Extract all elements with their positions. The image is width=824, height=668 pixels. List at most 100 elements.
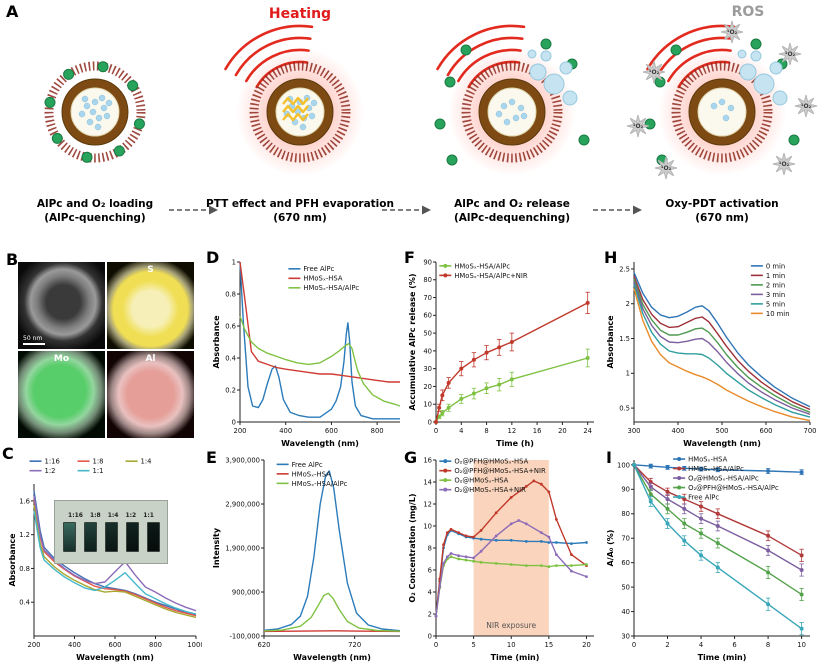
series-line	[33, 490, 197, 616]
legend-marker	[443, 273, 448, 278]
panel-label-a: A	[6, 2, 19, 21]
chart-i: 0 2 4 6 8 10 30 40 50 60 70 80 90 100 Time (min) A/A₀ (…	[604, 452, 820, 664]
data-marker	[570, 553, 573, 556]
data-marker	[446, 380, 451, 385]
legend-label: 1:16	[45, 458, 60, 466]
o2-bubble	[559, 61, 573, 75]
polymer-corona	[44, 61, 146, 163]
legend-label: O₂@HMoSₓ-HSA	[454, 477, 508, 485]
y-tick-label: 60	[621, 559, 630, 567]
region-label: NIR exposure	[486, 621, 536, 630]
y-tick-label: 2,900,000	[225, 500, 260, 508]
alpc-molecule	[113, 145, 125, 157]
data-marker	[648, 464, 653, 469]
data-marker	[449, 552, 453, 555]
alpc-molecule-released	[434, 118, 446, 130]
data-marker	[539, 564, 543, 567]
eds-map-molybdenum: Mo	[18, 351, 105, 438]
data-marker	[585, 563, 588, 566]
heat-wave-arc	[646, 24, 736, 71]
x-axis-label: Time (min)	[698, 653, 747, 662]
cuvette-label: 1:2	[125, 512, 137, 519]
data-marker	[554, 564, 558, 567]
data-marker	[715, 511, 720, 516]
o2-bubble	[562, 90, 578, 106]
legend-label: 1:4	[141, 458, 152, 466]
singlet-oxygen-label: ¹O₂	[779, 161, 790, 168]
y-tick-label: 0.2	[225, 386, 236, 394]
alpc-molecule	[63, 68, 75, 80]
series-line	[239, 316, 401, 407]
data-marker	[437, 405, 442, 410]
data-marker	[472, 535, 476, 539]
step-arrow-head	[422, 205, 431, 215]
legend-marker	[677, 476, 682, 481]
series-line	[263, 592, 401, 632]
data-marker	[471, 391, 476, 396]
data-marker	[532, 479, 536, 483]
x-axis-label: Time (min)	[491, 653, 540, 662]
step-caption-line2: (670 nm)	[273, 212, 327, 224]
panel-label-e: E	[206, 448, 217, 467]
ros-label: ROS	[732, 4, 765, 20]
legend-label: 10 min	[766, 310, 790, 318]
data-marker	[766, 469, 771, 473]
data-marker	[524, 485, 528, 488]
y-tick-label: 1	[626, 370, 630, 378]
eds-map-sulfur: S	[107, 262, 194, 349]
x-tick-label: 10	[507, 641, 516, 649]
data-marker	[715, 467, 720, 472]
step-caption-line1: AlPc and O₂ release	[454, 198, 570, 210]
data-marker	[585, 300, 590, 305]
series-line	[239, 261, 400, 383]
polymer-corona	[671, 61, 773, 163]
legend-label: 1:1	[93, 467, 104, 475]
panel-a-schematic: ¹O₂ ¹O₂ ¹O₂ ¹O₂ ¹O₂ ¹O₂ ¹O₂ Heating ROS AlPc and …	[37, 4, 818, 224]
data-marker	[715, 541, 720, 546]
x-tick-label: 20	[558, 427, 567, 435]
step-caption-line1: AlPc and O₂ loading	[37, 198, 153, 210]
y-tick-label: 6	[428, 566, 432, 574]
legend-label: 1:2	[45, 467, 56, 475]
panel-label-i: I	[606, 448, 612, 467]
data-marker	[479, 560, 483, 564]
y-tick-label: 12	[423, 500, 432, 508]
cuvette	[62, 522, 76, 552]
data-marker	[547, 535, 551, 539]
y-tick-label: 20	[423, 383, 432, 391]
heat-wave-arc	[234, 36, 312, 77]
heat-wave-arc	[667, 48, 732, 83]
legend-marker	[677, 495, 682, 500]
legend-label: Free AlPc	[303, 265, 334, 273]
y-tick-label: 2	[626, 300, 630, 308]
o2-dot	[500, 102, 508, 110]
heat-wave-arc	[656, 36, 734, 77]
step-caption-line2: (AlPc-dequenching)	[454, 212, 570, 224]
series-line	[435, 302, 589, 423]
data-marker	[547, 490, 551, 494]
o2-dot	[100, 104, 108, 112]
y-axis-label: O₂ Concentration (mg/L)	[408, 493, 417, 602]
data-marker	[440, 411, 445, 416]
y-tick-label: 0.4	[19, 599, 30, 607]
o2-bubble	[737, 49, 747, 59]
o2-bubble	[540, 50, 552, 62]
y-tick-label: 50	[423, 330, 432, 338]
series-line	[33, 510, 197, 615]
data-marker	[665, 521, 670, 526]
cuvette-label: 1:16	[68, 512, 83, 519]
legend-label: HMoSₓ-HSA/AlPc+NIR	[454, 272, 528, 280]
o2-bubble	[772, 90, 788, 106]
series-line	[633, 281, 811, 415]
eds-map-aluminum: Al	[107, 351, 194, 438]
o2-dot	[105, 99, 113, 107]
x-tick-label: 720	[348, 641, 361, 649]
y-axis-label: Absorbance	[212, 315, 221, 369]
map-label-mo: Mo	[53, 354, 70, 364]
data-marker	[665, 489, 670, 494]
x-axis-label: Wavelength (nm)	[76, 653, 154, 662]
polymer-corona	[461, 61, 563, 163]
data-marker	[766, 548, 771, 553]
data-marker	[479, 537, 483, 541]
